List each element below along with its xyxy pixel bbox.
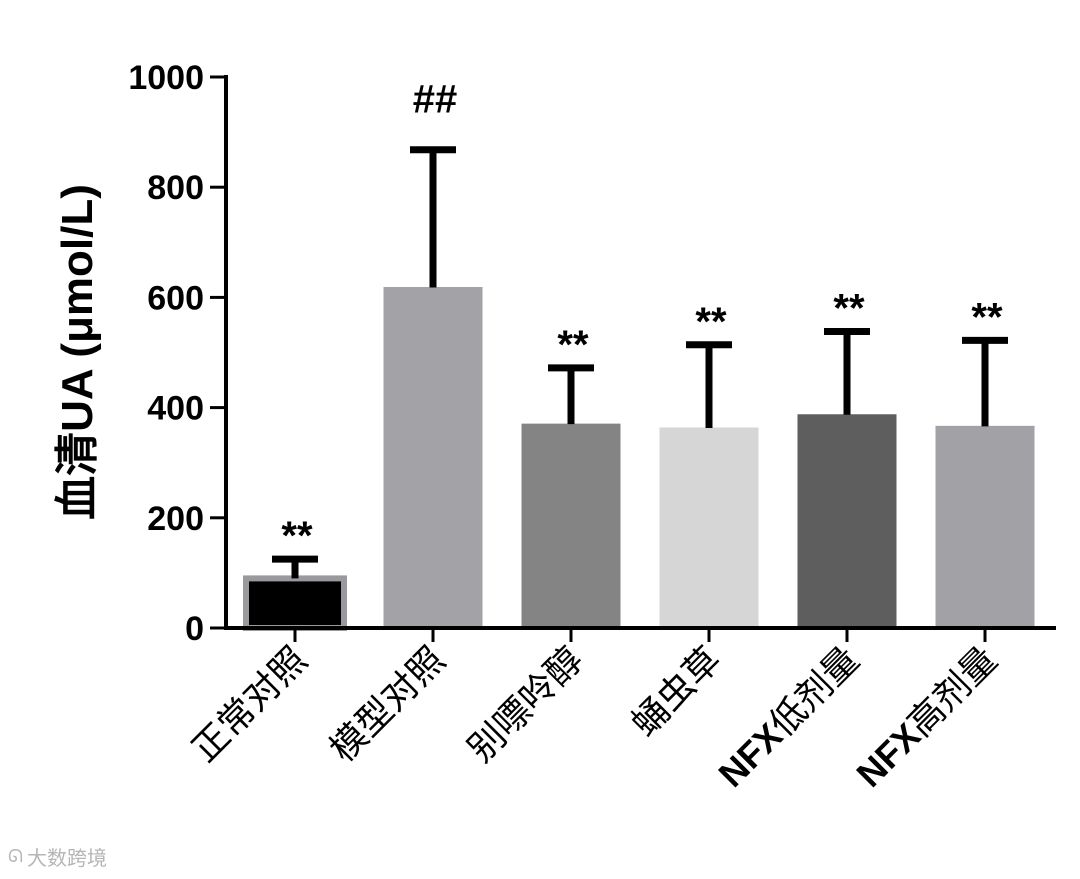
y-tick-label-2: 400 <box>147 390 204 428</box>
bar-2 <box>383 286 483 629</box>
significance-label-1: ** <box>281 514 313 558</box>
significance-label-5: ** <box>833 287 865 331</box>
y-tick-label-5: 1000 <box>128 59 204 97</box>
bar-5 <box>797 414 897 629</box>
watermark-text: 大数跨境 <box>26 846 107 870</box>
x-tick-label-6: NFX高剂量 <box>848 639 1004 795</box>
y-tick-label-0: 0 <box>185 610 204 648</box>
logo-icon: ᘏ <box>8 846 23 867</box>
y-tick-label-3: 600 <box>147 279 204 317</box>
bar-3 <box>521 423 621 629</box>
significance-label-4: ** <box>695 300 727 344</box>
significance-label-6: ** <box>971 295 1003 339</box>
x-tick-label-4: 蛹虫草 <box>624 639 729 744</box>
axes-layer <box>210 75 1056 642</box>
y-tick-label-1: 200 <box>147 500 204 538</box>
x-tick-label-1: 正常对照 <box>185 639 315 769</box>
bars-layer <box>243 286 1035 631</box>
y-tick-label-4: 800 <box>147 169 204 207</box>
significance-label-3: ** <box>557 323 589 367</box>
x-tick-label-2: 模型对照 <box>323 639 453 769</box>
y-axis-title: 血清UA (μmol/L) <box>53 184 102 520</box>
bar-6 <box>935 425 1035 629</box>
x-tick-label-3: 别嘌呤醇 <box>461 639 591 769</box>
bar-1 <box>243 575 347 631</box>
significance-label-2: ## <box>413 78 458 122</box>
watermark: ᘏ 大数跨境 <box>8 842 107 871</box>
bar-4 <box>659 427 759 629</box>
error-bars-layer <box>272 146 1008 579</box>
x-tick-label-5: NFX低剂量 <box>710 639 866 795</box>
